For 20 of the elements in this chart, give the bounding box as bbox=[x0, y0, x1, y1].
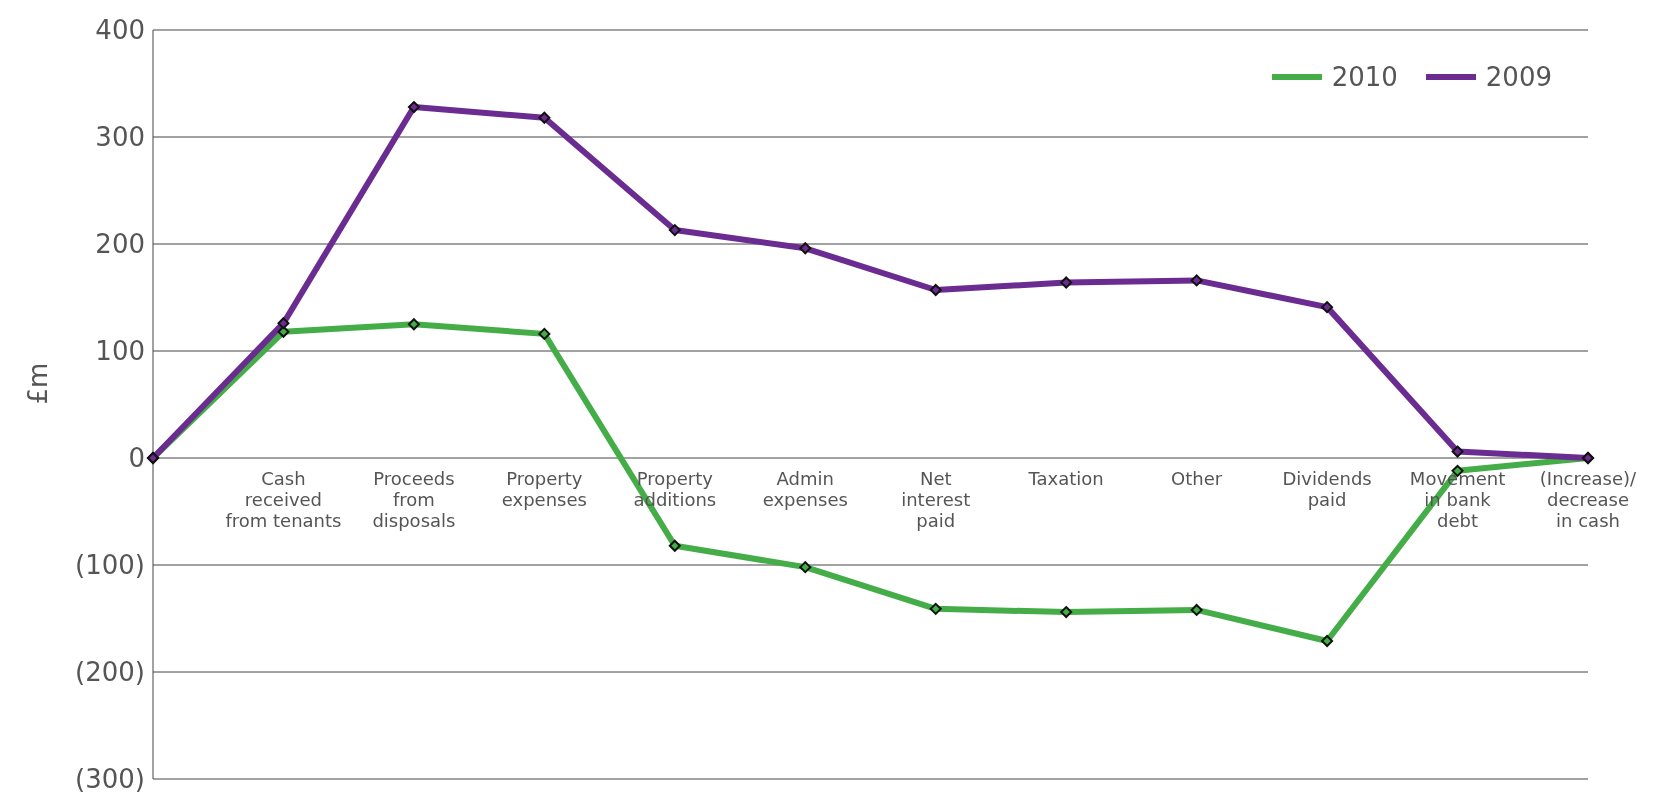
y-axis-title: £m bbox=[23, 362, 54, 405]
legend-label: 2009 bbox=[1485, 62, 1552, 92]
y-tick-label: 400 bbox=[95, 15, 145, 46]
x-tick-label: Dividends paid bbox=[1282, 467, 1372, 510]
y-tick-label: (300) bbox=[75, 764, 145, 795]
y-tick-label: (200) bbox=[75, 657, 145, 688]
x-tick-label: Net interest paid bbox=[901, 467, 971, 531]
x-tick-label: Property expenses bbox=[501, 467, 587, 510]
y-tick-label: (100) bbox=[75, 550, 145, 581]
legend-label: 2010 bbox=[1331, 62, 1398, 92]
x-tick-label: (Increase)/ decrease in cash bbox=[1539, 467, 1638, 531]
y-tick-label: 300 bbox=[95, 122, 145, 153]
x-tick-label: Admin expenses bbox=[762, 467, 848, 510]
x-tick-label: Cash received from tenants bbox=[225, 467, 342, 531]
y-tick-label: 0 bbox=[128, 443, 145, 474]
y-tick-label: 200 bbox=[95, 229, 145, 260]
x-tick-label: Other bbox=[1171, 467, 1223, 489]
y-tick-label: 100 bbox=[95, 336, 145, 367]
x-tick-label: Proceeds from disposals bbox=[372, 467, 456, 531]
x-tick-label: Taxation bbox=[1027, 467, 1104, 489]
